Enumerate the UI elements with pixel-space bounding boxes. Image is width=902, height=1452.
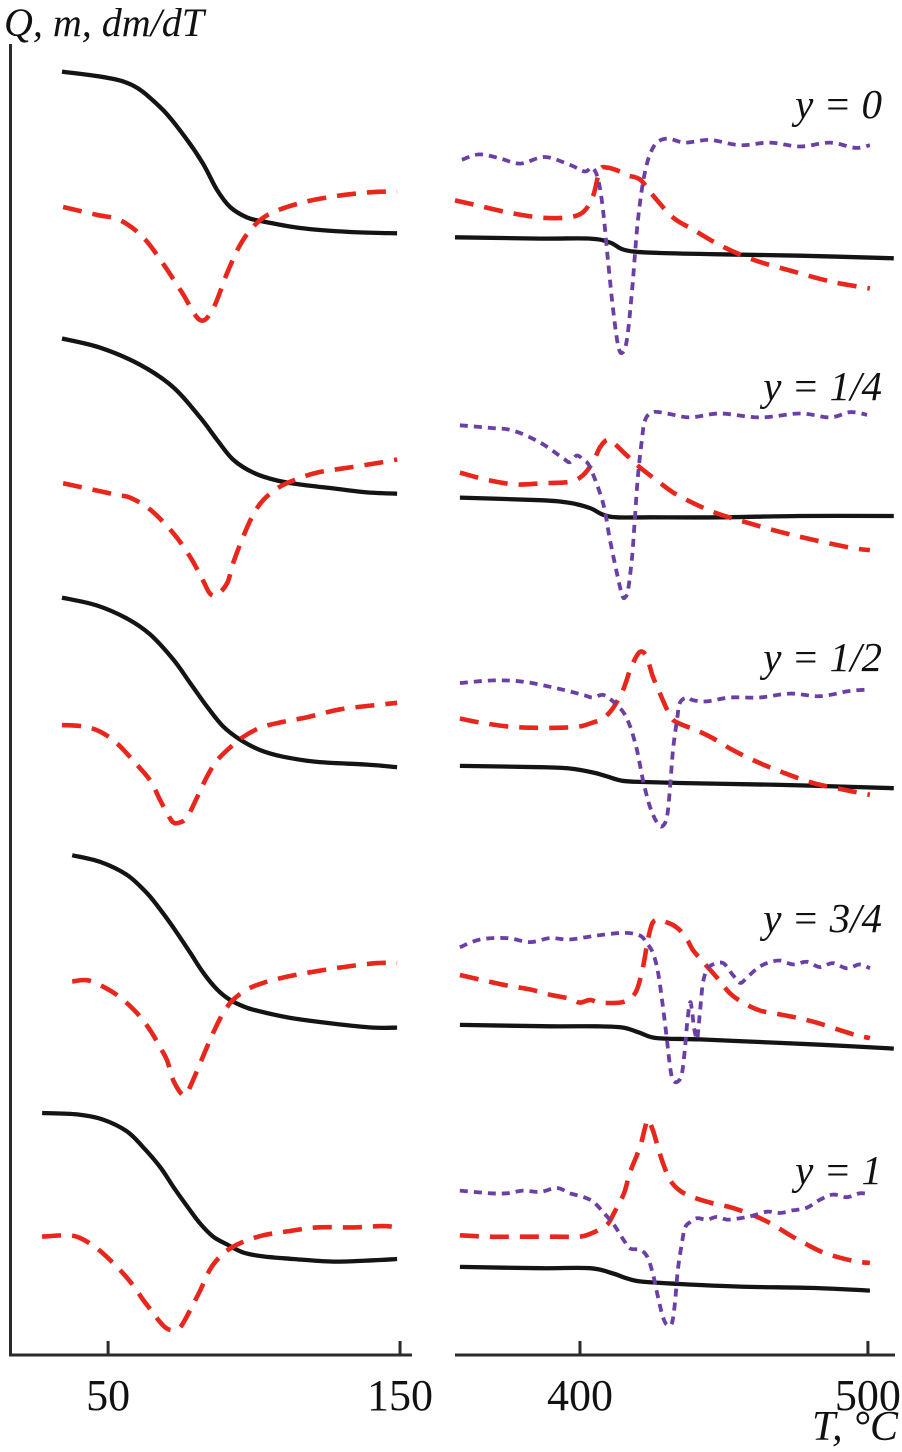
curve-Q-row0-right [454,164,871,291]
curve-m-row3-left [71,853,398,1031]
row-label-y34: y = 3/4 [759,895,882,941]
curve-m-row0-left [61,69,398,236]
curve-m-row0-right [454,235,894,261]
ticks-layer: 50 150 400 500 [86,1341,901,1420]
curve-dmdT-row4-right [459,1186,871,1328]
curve-Q-row2-right [459,649,871,798]
curve-m-row3-right [459,1022,894,1051]
curve-Q-row4-right [459,1117,871,1266]
y-axis-title: Q, m, dm/dT [4,0,207,45]
tick-label-left-150: 150 [367,1371,433,1420]
tick-label-right-400: 400 [547,1371,613,1420]
curves-layer [41,69,894,1333]
curve-dmdT-row0-right [461,136,871,356]
row-label-y14: y = 1/4 [759,363,882,409]
curve-Q-row4-left [41,1223,398,1333]
curve-Q-row2-left [61,700,398,826]
row-label-y0: y = 0 [791,81,882,127]
tick-label-left-50: 50 [86,1371,130,1420]
curve-Q-row0-left [62,188,398,323]
x-axis-label: T, °C [812,1404,899,1450]
curve-dmdT-row2-right [459,678,871,829]
row-label-y1: y = 1 [791,1147,882,1193]
curve-dmdT-row1-right [459,409,868,601]
row-label-y12: y = 1/2 [759,634,882,680]
tick-label-right-500: 500 [835,1371,901,1420]
curve-m-row1-right [459,495,894,520]
curve-m-row2-right [459,763,894,791]
curve-m-row4-left [41,1110,398,1264]
curve-Q-row3-left [71,960,398,1098]
curve-dmdT-row3-right [459,931,871,1085]
curve-Q-row3-right [459,917,871,1041]
curve-Q-row1-right [459,437,871,553]
curve-m-row1-left [61,336,398,496]
curve-m-row4-right [459,1264,871,1293]
curve-m-row2-left [61,595,398,770]
curve-Q-row1-left [62,457,398,599]
